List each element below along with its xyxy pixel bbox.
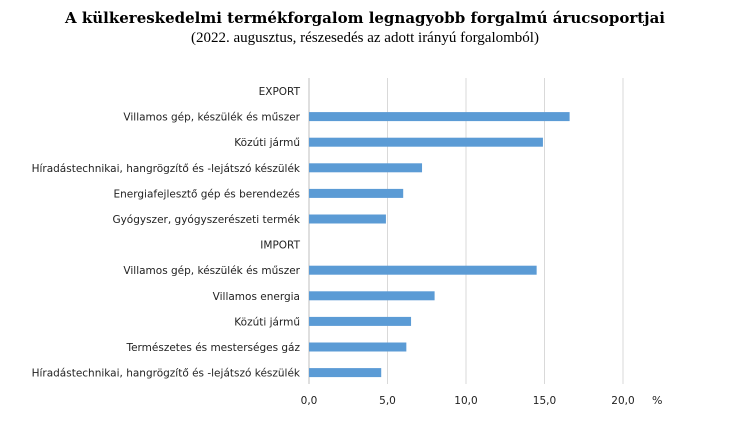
bar xyxy=(309,188,404,198)
unit-label: % xyxy=(652,394,662,407)
category-label: Közúti jármű xyxy=(234,316,300,328)
chart-title: A külkereskedelmi termékforgalom legnagy… xyxy=(65,9,665,27)
category-label: Híradástechnikai, hangrögzítő és -lejáts… xyxy=(32,368,301,380)
bar xyxy=(309,291,435,301)
bar xyxy=(309,163,423,173)
bars xyxy=(309,112,570,378)
bar xyxy=(309,368,382,378)
category-label: Közúti jármű xyxy=(234,137,300,149)
category-label: Energiafejlesztő gép és berendezés xyxy=(114,188,301,200)
category-label: IMPORT xyxy=(260,240,300,252)
bar xyxy=(309,137,543,147)
chart-title-block: A külkereskedelmi termékforgalom legnagy… xyxy=(0,8,730,48)
category-label: Villamos energia xyxy=(213,291,300,303)
category-labels: EXPORT Villamos gép, készülék és műszer Kö… xyxy=(32,86,301,380)
bar xyxy=(309,316,412,326)
category-label: Villamos gép, készülék és műszer xyxy=(123,112,300,124)
category-label: Híradástechnikai, hangrögzítő és -lejáts… xyxy=(32,163,301,175)
category-label: EXPORT xyxy=(259,86,301,98)
tick-label: 0,0 xyxy=(301,395,318,407)
tick-label: 10,0 xyxy=(454,395,477,407)
tick-label: 5,0 xyxy=(379,395,396,407)
category-label: Természetes és mesterséges gáz xyxy=(125,342,300,354)
chart-subtitle: (2022. augusztus, részesedés az adott ir… xyxy=(191,30,539,46)
gridlines xyxy=(308,78,624,384)
category-label: Gyógyszer, gyógyszerészeti termék xyxy=(112,214,300,226)
bar xyxy=(309,214,386,224)
tick-labels: 0,0 5,0 10,0 15,0 20,0 xyxy=(301,395,635,407)
bar xyxy=(309,112,570,122)
bar xyxy=(309,265,537,275)
tick-label: 20,0 xyxy=(611,395,634,407)
category-label: Villamos gép, készülék és műszer xyxy=(123,265,300,277)
bar xyxy=(309,342,407,352)
tick-label: 15,0 xyxy=(533,395,556,407)
